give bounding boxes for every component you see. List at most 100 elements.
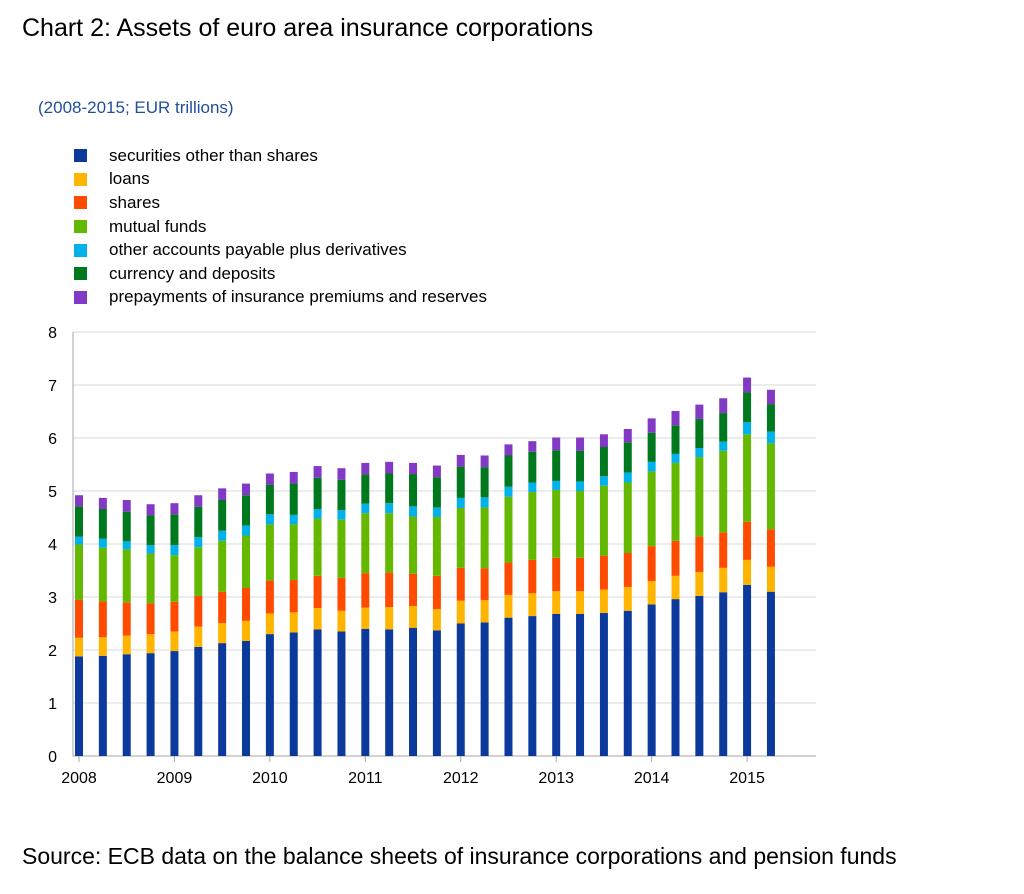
bar-segment	[719, 413, 728, 442]
bar-segment	[146, 545, 155, 554]
bar-segment	[313, 518, 322, 576]
bar-segment	[528, 441, 537, 452]
bar-segment	[695, 457, 704, 537]
bar-segment	[122, 654, 131, 756]
bar-segment	[766, 529, 775, 567]
bar-segment	[194, 626, 203, 647]
legend-label: other accounts payable plus derivatives	[109, 240, 407, 260]
bar-segment	[766, 591, 775, 756]
bar-segment	[671, 575, 680, 600]
bar-segment	[146, 634, 155, 654]
bar-segment	[743, 377, 752, 393]
x-tick-label: 2012	[443, 770, 479, 787]
bar-segment	[313, 575, 322, 609]
legend-label: prepayments of insurance premiums and re…	[109, 287, 487, 307]
bar-segment	[313, 629, 322, 756]
bar-segment	[265, 580, 274, 614]
bar-segment	[170, 601, 179, 632]
bar-segment	[647, 581, 656, 605]
bar-segment	[289, 632, 298, 756]
bar-segment	[385, 629, 394, 756]
legend-swatch	[74, 267, 87, 281]
bar-segment	[122, 511, 131, 542]
bar-segment	[552, 591, 561, 614]
y-tick-label: 3	[48, 590, 57, 607]
bar-segment	[122, 541, 131, 550]
bar-segment	[456, 454, 465, 467]
bar-segment	[313, 509, 322, 519]
bar-segment	[599, 434, 608, 448]
bar-segment	[766, 404, 775, 432]
bar-segment	[576, 450, 585, 482]
bar-segment	[170, 545, 179, 556]
legend-swatch	[74, 149, 87, 163]
bar-segment	[504, 617, 513, 756]
bar-segment	[456, 567, 465, 601]
y-tick-label: 7	[48, 378, 57, 395]
bar-segment	[623, 610, 632, 756]
y-tick-label: 4	[48, 537, 57, 554]
bar-segment	[432, 516, 441, 576]
bar-segment	[289, 514, 298, 525]
bar-segment	[528, 616, 537, 756]
bar-segment	[242, 495, 251, 526]
bar-segment	[337, 519, 346, 578]
bar-segment	[766, 443, 775, 530]
bar-segment	[242, 640, 251, 756]
bar-segment	[504, 455, 513, 487]
bar-segment	[552, 557, 561, 592]
legend-swatch	[74, 243, 87, 257]
bar-segment	[265, 484, 274, 515]
bar-segment	[337, 577, 346, 611]
y-tick-label: 6	[48, 431, 57, 448]
bar-segment	[576, 437, 585, 451]
bar-segment	[695, 595, 704, 756]
bar-segment	[576, 491, 585, 558]
bar-segment	[528, 482, 537, 493]
bar-segment	[361, 628, 370, 756]
bar-segment	[743, 559, 752, 585]
bar-segment	[409, 627, 418, 756]
bar-segment	[671, 599, 680, 756]
bar-segment	[552, 489, 561, 558]
bar-segment	[122, 635, 131, 655]
bar-segment	[75, 544, 83, 600]
bar-segment	[719, 450, 728, 533]
y-tick-label: 8	[48, 325, 57, 342]
bar-segment	[599, 612, 608, 756]
bar-segment	[671, 410, 680, 426]
bar-segment	[337, 468, 346, 480]
bar-segment	[242, 525, 251, 536]
bar-segment	[552, 437, 561, 451]
bar-segment	[409, 462, 418, 475]
bar-segment	[218, 500, 227, 531]
bar-segment	[432, 507, 441, 517]
legend-item: mutual funds	[74, 215, 487, 239]
bar-segment	[361, 474, 370, 504]
bar-segment	[98, 497, 107, 510]
bar-segment	[218, 622, 227, 644]
bar-segment	[75, 656, 83, 756]
bar-segment	[265, 634, 274, 756]
bar-segment	[385, 461, 394, 474]
bar-segment	[480, 600, 489, 623]
x-tick-label: 2008	[61, 770, 97, 787]
bar-segment	[146, 553, 155, 604]
bar-segment	[695, 536, 704, 573]
bar-segment	[599, 555, 608, 590]
bar-segment	[456, 497, 465, 508]
bar-segment	[218, 530, 227, 541]
bar-segment	[528, 559, 537, 594]
bar-segment	[146, 504, 155, 516]
bar-segment	[170, 503, 179, 515]
legend-label: currency and deposits	[109, 263, 276, 283]
bar-segment	[194, 595, 203, 627]
bar-segment	[409, 506, 418, 517]
bar-segment	[75, 536, 83, 545]
bar-segment	[671, 540, 680, 576]
bar-segment	[695, 404, 704, 419]
bar-segment	[289, 483, 298, 515]
legend-item: other accounts payable plus derivatives	[74, 238, 487, 262]
bar-segment	[480, 467, 489, 498]
